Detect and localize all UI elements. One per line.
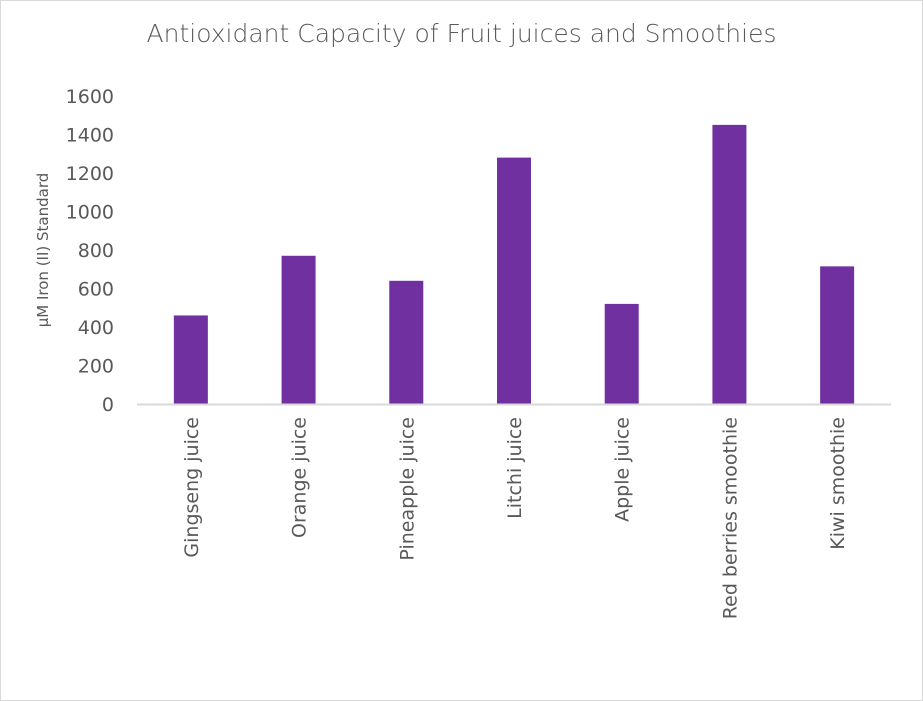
x-tick-label: Orange juice bbox=[289, 417, 311, 538]
x-tick-label: Litchi juice bbox=[504, 417, 526, 519]
bar bbox=[497, 157, 531, 404]
x-tick-label: Kiwi smoothie bbox=[827, 417, 849, 550]
y-tick-label: 1600 bbox=[66, 86, 114, 108]
y-tick-label: 600 bbox=[78, 279, 114, 301]
chart-title: Antioxidant Capacity of Fruit juices and… bbox=[146, 19, 777, 48]
bar bbox=[281, 255, 316, 404]
bar bbox=[820, 266, 855, 404]
y-tick-label: 1000 bbox=[66, 202, 114, 224]
bar bbox=[604, 303, 639, 404]
y-tick-label: 400 bbox=[78, 317, 114, 339]
x-tick-label: Red berries smoothie bbox=[719, 417, 741, 619]
y-axis-label: µM Iron (II) Standard bbox=[34, 173, 52, 328]
bar bbox=[389, 280, 424, 404]
bar bbox=[173, 315, 208, 404]
y-tick-label: 1200 bbox=[66, 163, 114, 185]
bar bbox=[712, 124, 747, 404]
y-tick-label: 200 bbox=[78, 356, 114, 378]
x-tick-label: Apple juice bbox=[612, 417, 634, 522]
y-tick-label: 0 bbox=[102, 394, 114, 416]
y-tick-label: 1400 bbox=[66, 125, 114, 147]
x-tick-label: Gingseng juice bbox=[181, 417, 203, 558]
y-tick-label: 800 bbox=[78, 240, 114, 262]
x-tick-label: Pineapple juice bbox=[396, 417, 418, 561]
